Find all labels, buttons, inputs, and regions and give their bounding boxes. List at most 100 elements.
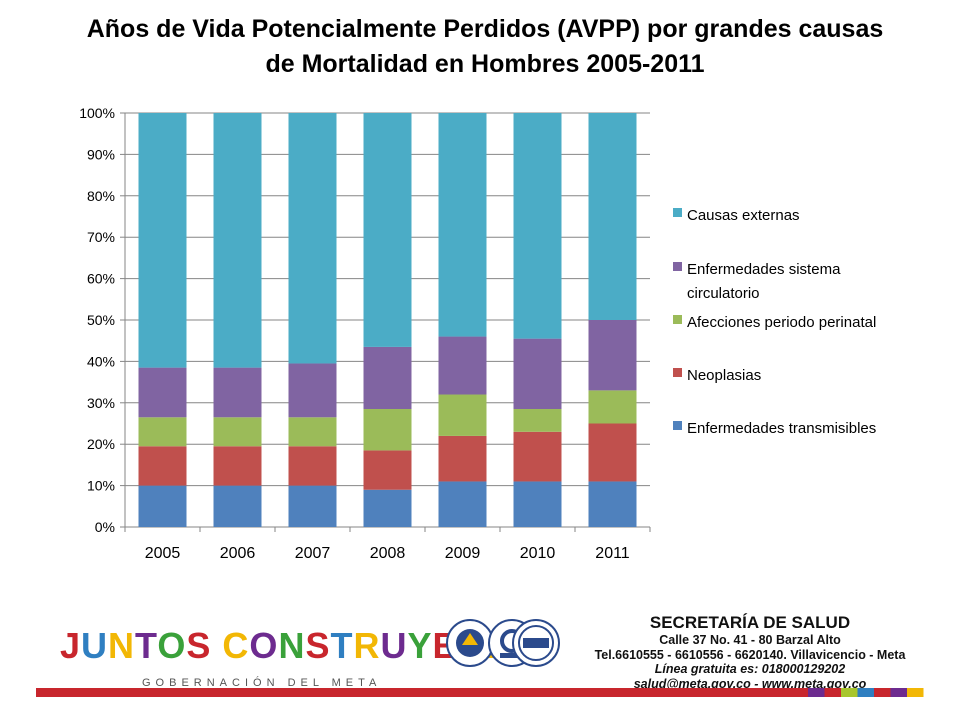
y-tick-label: 70%	[87, 229, 115, 245]
x-tick-label: 2009	[445, 545, 481, 562]
y-tick-label: 0%	[95, 519, 115, 535]
bar-segment	[513, 409, 562, 432]
y-tick-label: 20%	[87, 436, 115, 452]
band-segment	[824, 688, 841, 697]
bar-segment	[288, 417, 337, 447]
footer: JUNTOS CONSTRUYENDO GOBERNACIÓN DEL META…	[0, 595, 960, 720]
bar-segment	[363, 113, 412, 347]
logo-letter: R	[353, 625, 381, 666]
x-tick-label: 2007	[295, 545, 331, 562]
contact-email: salud@meta.gov.co - www.meta.gov.co	[633, 676, 867, 691]
bar-segment	[438, 113, 487, 337]
legend-swatch	[673, 208, 682, 217]
y-tick-label: 90%	[87, 146, 115, 162]
legend-label: Enfermedades transmisibles	[687, 420, 876, 437]
contact-heading: SECRETARÍA DE SALUD	[649, 613, 851, 632]
bar-segment	[513, 338, 562, 410]
legend-label: Causas externas	[687, 207, 800, 224]
bar-segment	[288, 485, 337, 527]
band-segment	[841, 688, 858, 697]
bar-segment	[213, 446, 262, 486]
bar-segment	[513, 481, 562, 527]
bar-segment	[213, 417, 262, 447]
stacked-bar-chart: 0% 10% 20% 30% 40% 50% 60% 70% 80% 90% 100% 2005 200…	[79, 105, 876, 562]
bar-segment	[138, 367, 187, 418]
logo-letter: N	[278, 625, 306, 666]
bar-segment	[138, 446, 187, 486]
bar-segment	[288, 446, 337, 486]
logo-letter: T	[135, 625, 158, 666]
contact-phones: Tel.6610555 - 6610556 - 6620140. Villavi…	[594, 647, 906, 662]
logo-letter: C	[222, 625, 250, 666]
bar-segment	[288, 113, 337, 364]
juntos-construyendo-logo: JUNTOS CONSTRUYENDO GOBERNACIÓN DEL META	[60, 613, 539, 689]
logo-letter: N	[108, 625, 136, 666]
y-tick-label: 50%	[87, 312, 115, 328]
bar-segment	[438, 481, 487, 527]
logo-subtitle: GOBERNACIÓN DEL META	[142, 677, 382, 689]
bar-segment	[138, 485, 187, 527]
logo-letter: O	[157, 625, 187, 666]
y-tick-label: 60%	[87, 271, 115, 287]
y-tick-label: 30%	[87, 395, 115, 411]
logo-letter	[211, 625, 222, 666]
logo-letter: S	[186, 625, 212, 666]
band-segment	[808, 688, 825, 697]
band-segment	[907, 688, 924, 697]
band-segment	[874, 688, 891, 697]
y-tick-label: 80%	[87, 188, 115, 204]
y-tick-label: 40%	[87, 353, 115, 369]
y-tick-label: 10%	[87, 478, 115, 494]
x-tick-label: 2005	[145, 545, 181, 562]
legend-swatch	[673, 368, 682, 377]
bar-segment	[438, 435, 487, 482]
legend-label: Enfermedades sistema	[687, 261, 841, 278]
contact-hotline: Línea gratuita es: 018000129202	[654, 662, 846, 677]
legend-label: circulatorio	[687, 285, 760, 302]
logo-letter: U	[380, 625, 408, 666]
bar-segment	[138, 417, 187, 447]
logo-letter: U	[81, 625, 109, 666]
logo-letter: T	[330, 625, 354, 666]
chart-title-line-2: de Mortalidad en Hombres 2005-2011	[265, 50, 705, 78]
contact-info: SECRETARÍA DE SALUD Calle 37 No. 41 - 80…	[590, 613, 910, 691]
x-tick-label: 2010	[520, 545, 556, 562]
x-tick-label: 2006	[220, 545, 256, 562]
bar-segment	[213, 485, 262, 527]
bar-segment	[213, 367, 262, 418]
bar-segment	[363, 450, 412, 490]
bar-segment	[588, 113, 637, 320]
bar-segment	[588, 423, 637, 482]
bar-segment	[438, 336, 487, 395]
band-segment	[857, 688, 874, 697]
legend-swatch	[673, 315, 682, 324]
logo-letter: J	[60, 625, 82, 666]
bar-segment	[288, 363, 337, 418]
x-tick-label: 2008	[370, 545, 406, 562]
bar-segment	[363, 489, 412, 527]
bar-segment	[363, 346, 412, 410]
band-segment	[36, 688, 808, 697]
y-tick-label: 100%	[79, 105, 115, 121]
legend-label: Neoplasias	[687, 367, 761, 384]
bar-segment	[513, 431, 562, 482]
legend-label: Afecciones periodo perinatal	[687, 314, 876, 331]
chart-title: Años de Vida Potencialmente Perdidos (AV…	[20, 12, 950, 82]
bar-segment	[138, 113, 187, 368]
bar-segment	[588, 481, 637, 527]
bar-segment	[588, 320, 637, 391]
chart-title-line-1: Años de Vida Potencialmente Perdidos (AV…	[86, 15, 884, 43]
band-segment	[890, 688, 907, 697]
footer-color-band	[36, 688, 924, 697]
legend-swatch	[673, 421, 682, 430]
logo-letter: O	[249, 625, 279, 666]
iqnet-certification-icon	[512, 619, 560, 667]
bar-segment	[438, 394, 487, 436]
x-tick-label: 2011	[595, 545, 630, 562]
meta-seal-icon	[446, 619, 494, 667]
bar-segment	[213, 113, 262, 368]
bar-segment	[588, 390, 637, 424]
bar-segment	[513, 113, 562, 339]
logo-letter: S	[305, 625, 331, 666]
logo-letter: Y	[407, 625, 433, 666]
